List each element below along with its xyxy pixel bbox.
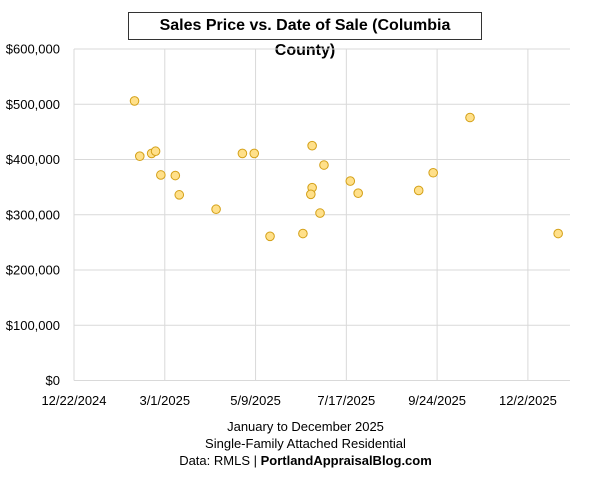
y-tick-label: $300,000 [6,207,60,222]
data-point [298,228,308,239]
data-point [353,188,363,199]
source-prefix: Data: RMLS | [179,453,261,468]
x-tick-labels: 12/22/2024 3/1/2025 5/9/2025 7/17/2025 9/24/… [41,393,556,408]
data-point [307,140,317,151]
data-point [465,112,475,123]
x-tick-label: 9/24/2025 [408,393,466,408]
data-point [174,190,185,200]
data-point [315,208,325,218]
data-point [211,204,221,215]
data-point [306,189,316,200]
y-tick-label: $500,000 [6,97,60,112]
y-tick-label: $200,000 [6,263,60,278]
data-point [345,176,356,186]
data-point [134,151,145,161]
y-tick-label: $100,000 [6,318,60,333]
x-axis-label: January to December 2025 [227,419,384,434]
data-point [413,185,424,196]
data-point [319,160,329,170]
data-point [553,228,563,239]
data-point [156,170,166,180]
y-tick-label: $600,000 [6,42,60,57]
data-point [170,170,181,181]
data-point [428,167,438,178]
y-tick-label: $400,000 [6,152,60,167]
gridlines [73,48,570,381]
data-point [249,148,260,159]
source-site: PortlandAppraisalBlog.com [260,453,432,468]
data-point [150,146,161,157]
x-tick-label: 3/1/2025 [139,393,190,408]
x-tick-label: 12/22/2024 [41,393,106,408]
x-axis-sublabel: Single-Family Attached Residential [205,436,406,451]
data-point [129,96,140,106]
y-tick-label: $0 [46,373,60,388]
x-tick-label: 7/17/2025 [317,393,375,408]
data-points [129,96,563,242]
source-line: Data: RMLS | PortlandAppraisalBlog.com [0,452,611,469]
data-point [237,148,248,159]
x-tick-label: 5/9/2025 [230,393,281,408]
chart-footer: January to December 2025 Single-Family A… [0,418,611,469]
chart-title: Sales Price vs. Date of Sale (Columbia C… [128,12,482,59]
x-tick-label: 12/2/2025 [499,393,557,408]
data-point [265,231,275,242]
y-tick-labels: $0 $100,000 $200,000 $300,000 $400,000 $500,0… [6,42,60,389]
